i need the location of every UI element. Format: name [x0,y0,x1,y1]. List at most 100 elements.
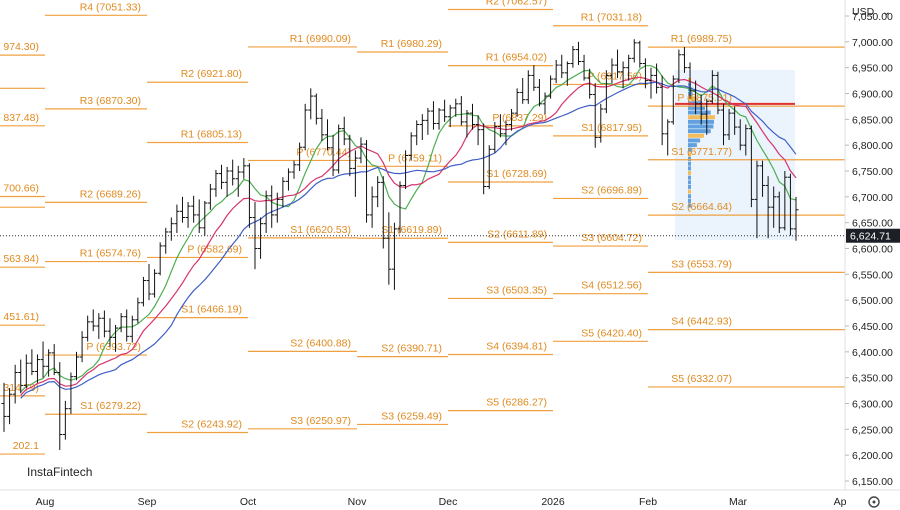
volume-bar [688,171,691,175]
month-label: Aug [36,496,55,508]
volume-bar [688,82,691,87]
pivot-label: S5 (6286.27) [486,397,547,409]
month-label: Dec [439,496,458,508]
last-price-badge [846,228,900,243]
pivot-label: 700.66) [3,182,39,194]
y-tick-label: 6,350.00 [852,373,893,385]
y-tick-label: 6,700.00 [852,192,893,204]
gear-icon-center [872,500,876,504]
pivot-label: S1 (6728.69) [486,168,547,180]
pivot-label: S1 (6466.19) [181,304,242,316]
pivot-label: S3 (6250.97) [290,415,351,427]
settings-button[interactable] [868,496,880,508]
month-label: Feb [639,496,657,508]
pivot-label: S1 (6619.89) [381,224,442,236]
pivot-label: S2 (6664.64) [671,201,732,213]
volume-bar [688,152,691,157]
y-tick-label: 6,500.00 [852,295,893,307]
volume-bar [688,138,701,143]
ma-red [20,76,797,396]
y-axis-panel [845,0,900,490]
pivot-levels: 974.30)837.48)700.66)563.84)451.61)314.7… [0,0,845,455]
pivot-label: S4 (6394.81) [486,341,547,353]
volume-bar [688,180,691,185]
pivot-label: S2 (6390.71) [381,343,442,355]
y-tick-label: 6,650.00 [852,218,893,230]
y-tick-label: 6,400.00 [852,347,893,359]
pivot-label: R1 (6990.09) [290,33,351,45]
pivot-label: P (6582.69) [187,243,242,255]
volume-bar [688,147,692,152]
pivot-label: R2 (6689.26) [80,188,141,200]
pivot-label: 563.84) [3,253,39,265]
ma-blue [20,81,797,399]
pivot-label: S5 (6420.40) [581,327,642,339]
y-tick-label: 6,550.00 [852,269,893,281]
last-price-text: 6,624.71 [850,231,891,243]
pivot-label: S2 (6243.92) [181,418,242,430]
volume-bar [688,133,704,138]
month-label: Sep [138,496,157,508]
x-axis-months: Aug Sep Oct Nov Dec 2026 Feb Mar Ap [36,496,847,508]
y-tick-label: 6,900.00 [852,89,893,101]
volume-bar [688,78,691,82]
pivot-label: S2 (6611.89) [487,228,547,240]
pivot-label: P (6770.44) [296,146,351,158]
pivot-label: 451.61) [3,311,39,323]
pivot-label: S1 (6279.22) [80,400,141,412]
volume-bar [688,175,691,180]
month-label: Nov [348,496,367,508]
pivot-label: S3 (6604.72) [581,232,642,244]
y-tick-label: 6,600.00 [852,244,893,256]
pivot-label: 837.48) [3,112,39,124]
y-tick-label: 6,300.00 [852,399,893,411]
pivot-label: S4 (6512.56) [581,280,642,292]
pivot-label: R1 (6954.02) [486,52,547,64]
pivot-label: R3 (6870.30) [80,95,141,107]
candlesticks [1,39,799,450]
y-tick-label: 6,250.00 [852,424,893,436]
volume-bar [688,166,691,171]
pivot-label: R2 (7062.57) [486,0,547,8]
pivot-label: S4 (6442.93) [671,316,732,328]
volume-bar [688,194,691,199]
y-tick-label: 7,050.00 [852,11,893,23]
volume-bar [688,124,714,129]
y-tick-label: 6,950.00 [852,63,893,75]
volume-bar [688,203,691,208]
volume-bar [688,129,711,134]
pivot-label: R2 (6921.80) [181,68,242,80]
moving-averages [20,65,797,399]
chevron-down-icon[interactable]: ⌄ [882,6,891,18]
y-tick-label: 6,750.00 [852,166,893,178]
pivot-label: S2 (6696.89) [581,184,642,196]
watermark: InstaFintech [27,465,92,479]
pivot-label: P (6759.11) [388,152,442,164]
pivot-label: S1 (6620.53) [290,224,351,236]
y-tick-label: 6,450.00 [852,321,893,333]
pivot-label: P (6917.56) [587,70,642,82]
volume-bar [688,161,691,166]
pivot-label: 974.30) [3,41,39,53]
ma-green [20,65,797,393]
pivot-label: S3 (6503.35) [486,284,547,296]
pivot-label: S3 (6259.49) [381,410,442,422]
y-tick-label: 6,150.00 [852,476,893,488]
watermark-bg [20,456,160,488]
gear-icon[interactable] [868,496,880,508]
volume-bar [688,189,691,194]
pivot-label: S1 (6817.95) [581,122,642,134]
volume-bar [688,96,697,101]
pivot-label: R1 (6805.13) [181,129,242,141]
currency-selector[interactable]: USD ⌄ [852,6,891,18]
currency-label[interactable]: USD [852,6,875,18]
pivot-label: R1 (7031.18) [581,12,642,24]
pivot-label: S5 (6332.07) [671,373,732,385]
month-label: Ap [834,496,847,508]
y-tick-label: 6,800.00 [852,140,893,152]
volume-bar [688,157,691,162]
volume-bar [688,110,711,115]
month-label: Oct [240,496,256,508]
pivot-label: S3 (6553.79) [671,258,732,270]
